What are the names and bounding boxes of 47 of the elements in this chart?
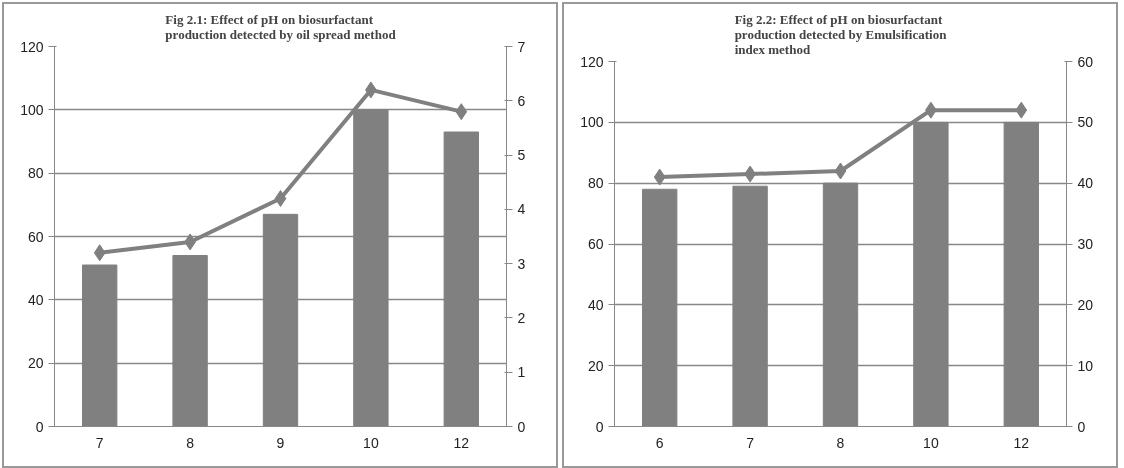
chart-title: Fig 2.2: Effect of pH on biosurfactant production detected by Emulsification index method bbox=[734, 11, 948, 57]
y2-tick-label: 50 bbox=[1077, 114, 1094, 131]
x-tick-label: 8 bbox=[836, 434, 845, 451]
y2-tick-label: 20 bbox=[1077, 296, 1094, 313]
x-tick-label: 9 bbox=[276, 434, 285, 451]
y2-tick-label: 60 bbox=[1077, 53, 1094, 70]
y-tick-label: 120 bbox=[20, 38, 44, 55]
x-tick-label: 10 bbox=[363, 434, 379, 451]
y2-tick-label: 0 bbox=[517, 418, 526, 435]
y2-tick-label: 4 bbox=[517, 201, 526, 218]
x-tick-label: 7 bbox=[746, 434, 755, 451]
point bbox=[274, 190, 287, 207]
y-tick-label: 60 bbox=[587, 236, 604, 252]
y-tick-label: 40 bbox=[27, 291, 44, 308]
point bbox=[93, 244, 106, 262]
y-tick-label: 100 bbox=[20, 101, 44, 118]
x-tick-label: 10 bbox=[923, 434, 939, 451]
y2-tick-label: 3 bbox=[517, 255, 526, 272]
point bbox=[1015, 101, 1028, 119]
x-tick-label: 12 bbox=[453, 434, 470, 451]
y-tick-label: 60 bbox=[27, 228, 44, 245]
y-tick-label: 40 bbox=[587, 296, 604, 313]
point bbox=[653, 168, 666, 186]
chart-title: Fig 2.1: Effect of pH on biosurfactant production detected by oil spread method bbox=[165, 11, 397, 42]
point bbox=[455, 103, 468, 121]
point bbox=[834, 162, 847, 180]
y2-tick-label: 2 bbox=[517, 309, 526, 326]
y-tick-label: 20 bbox=[587, 357, 604, 374]
y2-tick-label: 40 bbox=[1077, 175, 1094, 192]
y2-tick-label: 1 bbox=[517, 364, 526, 381]
y2-tick-label: 7 bbox=[517, 38, 526, 55]
y2-tick-label: 6 bbox=[517, 92, 526, 109]
y-tick-label: 80 bbox=[587, 175, 604, 192]
x-tick-label: 6 bbox=[655, 434, 664, 451]
x-tick-label: 7 bbox=[95, 434, 104, 451]
y-tick-label: 100 bbox=[580, 114, 604, 131]
y-tick-label: 20 bbox=[27, 355, 44, 372]
y2-tick-label: 30 bbox=[1077, 236, 1094, 252]
x-tick-label: 8 bbox=[186, 434, 195, 451]
y2-tick-label: 10 bbox=[1077, 357, 1094, 374]
y2-tick-label: 5 bbox=[517, 147, 526, 164]
x-tick-label: 12 bbox=[1013, 434, 1030, 451]
y-tick-label: 120 bbox=[580, 53, 604, 70]
y-tick-label: 80 bbox=[27, 165, 44, 182]
y-tick-label: 0 bbox=[595, 418, 604, 435]
y-tick-label: 0 bbox=[35, 418, 44, 435]
y2-tick-label: 0 bbox=[1077, 418, 1086, 435]
